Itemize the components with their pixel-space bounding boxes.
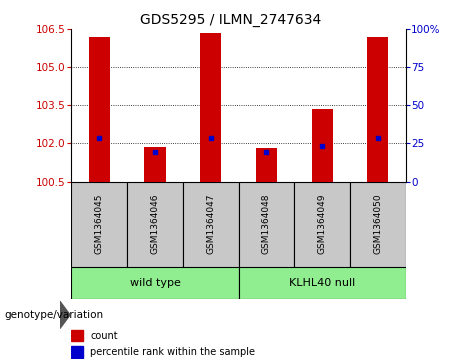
Bar [238,182,294,267]
Text: GSM1364045: GSM1364045 [95,194,104,254]
Bar [127,182,183,267]
Bar [71,346,83,358]
Text: GSM1364047: GSM1364047 [206,194,215,254]
Text: GSM1364050: GSM1364050 [373,194,382,254]
Bar [183,182,238,267]
Text: GSM1364048: GSM1364048 [262,194,271,254]
Bar [200,33,221,182]
Text: count: count [90,331,118,341]
Bar [256,148,277,182]
Text: genotype/variation: genotype/variation [5,310,104,320]
Bar [312,109,333,182]
Bar [294,182,350,267]
Bar [144,147,165,182]
Polygon shape [60,301,70,329]
Bar [71,267,239,299]
Text: wild type: wild type [130,278,180,288]
Text: KLHL40 null: KLHL40 null [289,278,355,288]
Text: GDS5295 / ILMN_2747634: GDS5295 / ILMN_2747634 [140,13,321,27]
Bar [71,182,127,267]
Text: percentile rank within the sample: percentile rank within the sample [90,347,255,357]
Bar [350,182,406,267]
Bar [238,267,406,299]
Bar [89,37,110,182]
Text: GSM1364046: GSM1364046 [150,194,160,254]
Text: GSM1364049: GSM1364049 [318,194,327,254]
Bar [71,330,83,341]
Bar [367,37,389,182]
